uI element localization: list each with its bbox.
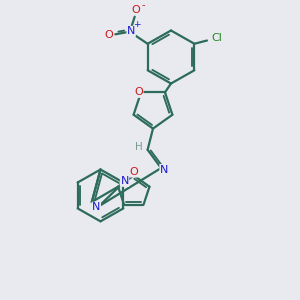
Text: O: O — [129, 167, 138, 177]
Text: O: O — [105, 30, 114, 40]
Text: N: N — [160, 164, 168, 175]
Text: -: - — [141, 0, 145, 10]
Text: H: H — [135, 142, 143, 152]
Text: Cl: Cl — [212, 33, 222, 43]
Text: O: O — [132, 4, 141, 15]
Text: N: N — [127, 26, 135, 36]
Text: N: N — [120, 176, 129, 186]
Text: N: N — [92, 202, 100, 212]
Text: O: O — [134, 87, 143, 97]
Text: +: + — [133, 20, 140, 29]
